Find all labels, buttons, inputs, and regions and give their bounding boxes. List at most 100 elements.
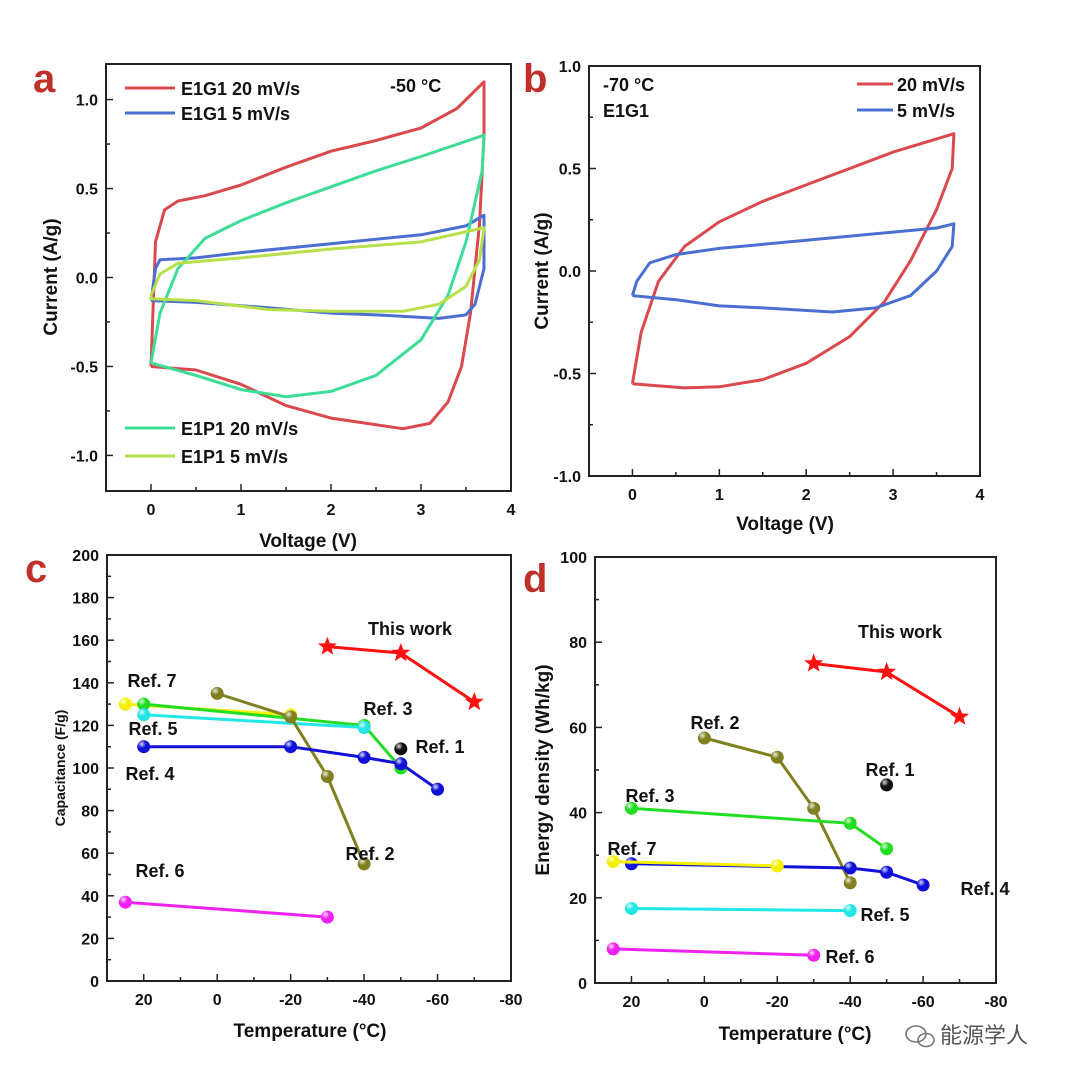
y-tick-label: -1.0 [553, 469, 581, 486]
x-tick-label: 1 [715, 487, 724, 504]
x-tick-label: 4 [507, 502, 516, 519]
x-tick-label: 0 [213, 992, 222, 1009]
watermark-text: 能源学人 [940, 1023, 1028, 1048]
x-axis-label: Temperature (°C) [234, 1021, 387, 1042]
x-tick-label: -20 [766, 994, 789, 1011]
legend-label: E1P1 20 mV/s [181, 419, 298, 439]
series-label: Ref. 7 [127, 671, 176, 691]
y-tick-label: -1.0 [70, 448, 98, 465]
series-line [125, 900, 328, 919]
y-tick-label: -0.5 [553, 367, 581, 384]
data-point-highlight [880, 865, 894, 879]
legend-label: 20 mV/s [897, 75, 965, 95]
plot-frame [588, 65, 981, 477]
series-line [631, 907, 851, 913]
y-tick-label: 120 [72, 718, 99, 735]
x-axis-label: Voltage (V) [259, 531, 357, 552]
series-ref-4: Ref. 4 [125, 740, 445, 796]
star-marker [464, 692, 484, 711]
x-tick-label: 0 [700, 994, 709, 1011]
series-e1p1-5-mv-s [149, 226, 486, 313]
series-label: Ref. 3 [363, 699, 412, 719]
y-tick-label: 20 [81, 931, 99, 948]
y-tick-label: 140 [72, 676, 99, 693]
series-20-mv-s [630, 132, 956, 390]
x-axis-label: Voltage (V) [736, 514, 834, 535]
series-label: Ref. 3 [625, 786, 674, 806]
data-point-highlight [284, 740, 298, 754]
y-tick-label: 0 [90, 974, 99, 991]
series-label: Ref. 5 [128, 719, 177, 739]
y-tick-label: 80 [81, 804, 99, 821]
data-point-highlight [624, 801, 638, 815]
star-marker [317, 636, 337, 655]
data-point-highlight [118, 895, 132, 909]
series-label: This work [858, 622, 943, 642]
data-point-highlight [770, 859, 784, 873]
data-point-highlight [624, 857, 638, 871]
plot-frame [594, 556, 997, 984]
y-tick-label: 80 [569, 635, 587, 652]
panel-a: a 0 1 2 3 4 -1.0 -0.5 0.0 0.5 1.0 Voltage (V) Curren… [33, 57, 516, 552]
panel-c: c20 0 -20 -40 -60 -80020406080100120140160180… [25, 547, 523, 1042]
series-label: Ref. 6 [135, 861, 184, 881]
data-point-highlight [843, 816, 857, 830]
series-5-mv-s [630, 222, 956, 314]
y-axis-label: Energy density (Wh/kg) [533, 664, 554, 875]
y-tick-label: 200 [72, 548, 99, 565]
data-point-highlight [284, 710, 298, 724]
series-line [704, 736, 852, 884]
data-point-highlight [807, 948, 821, 962]
x-tick-label: 0 [628, 487, 637, 504]
x-tick-label: 20 [623, 994, 641, 1011]
y-tick-label: 0 [578, 976, 587, 993]
y-tick-label: 60 [81, 846, 99, 863]
data-point-highlight [137, 740, 151, 754]
data-point-highlight [916, 878, 930, 892]
x-tick-label: -80 [499, 992, 522, 1009]
series-label: Ref. 4 [125, 764, 174, 784]
series-ref-5: Ref. 5 [624, 901, 910, 925]
series-label: Ref. 6 [825, 947, 874, 967]
series-e1g1-5-mv-s [149, 213, 486, 320]
series-label: Ref. 1 [865, 760, 914, 780]
panel-letter: c [25, 547, 47, 591]
series-line [216, 692, 366, 865]
temperature-annotation: -50 °C [390, 76, 441, 96]
data-point-highlight [697, 731, 711, 745]
panel-letter: b [523, 57, 547, 101]
y-tick-label: 20 [569, 891, 587, 908]
series-e1p1-20-mv-s [149, 133, 486, 399]
cv-curve [149, 133, 486, 399]
x-tick-label: 4 [976, 487, 985, 504]
series-line [613, 947, 814, 957]
x-tick-label: 20 [135, 992, 153, 1009]
data-point-highlight [357, 750, 371, 764]
series-label: Ref. 2 [690, 713, 739, 733]
series-ref-4: Ref. 4 [624, 857, 1010, 899]
y-tick-label: 1.0 [559, 59, 581, 76]
star-marker [877, 662, 897, 681]
data-point-highlight [210, 686, 224, 700]
y-axis-label: Current (A/g) [532, 212, 553, 329]
data-point-highlight [606, 942, 620, 956]
data-point-highlight [843, 876, 857, 890]
series-label: Ref. 1 [415, 737, 464, 757]
legend-label: 5 mV/s [897, 101, 955, 121]
temperature-annotation: -70 °C [603, 75, 654, 95]
legend-label: E1G1 20 mV/s [181, 79, 300, 99]
data-point-highlight [357, 721, 371, 735]
cv-curve [149, 213, 486, 320]
star-marker [950, 706, 970, 725]
cv-curve [630, 132, 956, 390]
panel-d: d 20 0 -20 -40 -60 -80 0 20 40 60 80 100 Temperature … [523, 550, 1010, 1045]
star-marker [804, 653, 824, 672]
series-ref-2: Ref. 2 [690, 713, 857, 890]
data-point-highlight [431, 782, 445, 796]
y-tick-label: 0.5 [76, 182, 98, 199]
series-ref-3: Ref. 3 [137, 697, 413, 775]
y-tick-label: 40 [81, 889, 99, 906]
x-tick-label: -40 [353, 992, 376, 1009]
x-tick-label: -60 [426, 992, 449, 1009]
